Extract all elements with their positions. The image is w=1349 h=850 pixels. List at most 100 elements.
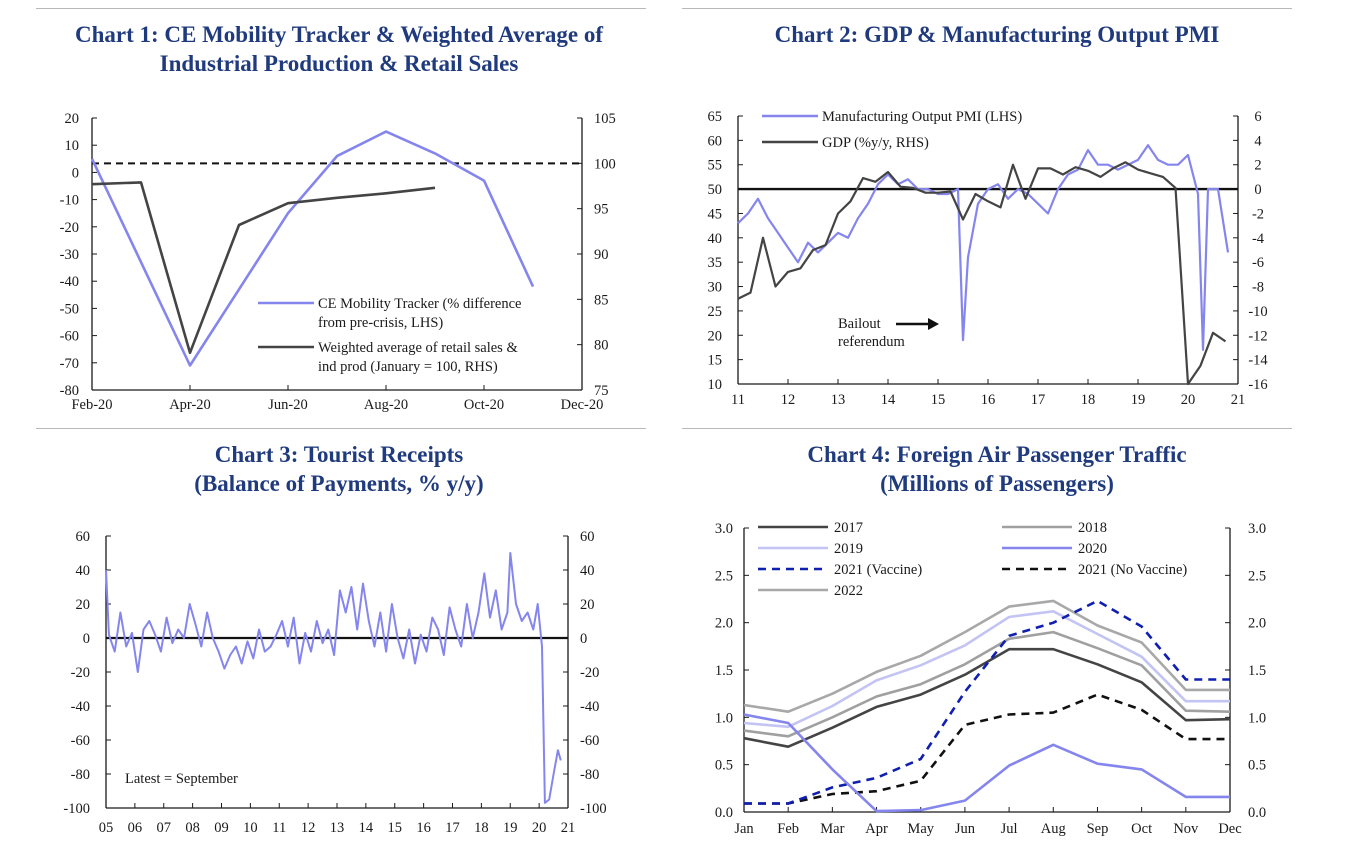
x-tick-label: Dec-20 — [561, 397, 604, 413]
legend-label-2: 2019 — [834, 541, 863, 557]
chart-1-title: Chart 1: CE Mobility Tracker & Weighted … — [24, 20, 654, 78]
chart-4-title-line-1: Chart 4: Foreign Air Passenger Traffic — [807, 442, 1187, 467]
x-tick-label: 09 — [214, 820, 229, 836]
chart-1-title-line-1: Chart 1: CE Mobility Tracker & Weighted … — [74, 22, 604, 47]
chart-2-title: Chart 2: GDP & Manufacturing Output PMI — [682, 20, 1312, 49]
y-right-tick-label: -6 — [1252, 255, 1264, 271]
x-tick-label: 17 — [1031, 392, 1046, 408]
legend-label-0: Manufacturing Output PMI (LHS) — [822, 109, 1022, 125]
chart-3-title-line-1: Chart 3: Tourist Receipts — [214, 442, 464, 467]
y-left-tick-label: 55 — [708, 158, 723, 174]
y-left-tick-label: 65 — [708, 109, 723, 125]
y-left-tick-label: 15 — [708, 353, 723, 369]
x-tick-label: 15 — [931, 392, 946, 408]
y-right-tick-label: 0 — [1254, 182, 1261, 198]
x-tick-label: 05 — [99, 820, 114, 836]
top-rule — [682, 8, 1292, 9]
series-line-0 — [90, 130, 535, 367]
x-tick-label: 14 — [881, 392, 896, 408]
y-left-tick-label: 25 — [708, 304, 723, 320]
y-left-tick-label: -20 — [60, 220, 79, 236]
legend-label-1: ind prod (January = 100, RHS) — [318, 359, 498, 375]
annotation-text: Latest = September — [125, 771, 238, 787]
y-right-tick-label: 100 — [594, 156, 616, 172]
x-tick-label: 11 — [272, 820, 286, 836]
y-right-tick-label: 0 — [580, 631, 587, 647]
legend-label-0: 2017 — [834, 520, 863, 536]
y-right-tick-label: 3.0 — [1248, 521, 1266, 537]
y-right-tick-label: 95 — [594, 202, 609, 218]
x-tick-label: Jul — [1001, 821, 1018, 837]
y-left-tick-label: 50 — [708, 182, 723, 198]
series-line-4 — [744, 599, 1230, 805]
y-right-tick-label: 60 — [580, 529, 595, 545]
x-tick-label: 06 — [128, 820, 143, 836]
chart-3-panel: Chart 3: Tourist Receipts (Balance of Pa… — [24, 428, 654, 848]
y-left-tick-label: 0 — [83, 631, 90, 647]
y-right-tick-label: -4 — [1252, 231, 1265, 247]
y-left-tick-label: -40 — [71, 699, 90, 715]
x-tick-label: 21 — [1231, 392, 1246, 408]
chart-2-panel: Chart 2: GDP & Manufacturing Output PMI … — [682, 8, 1312, 428]
x-tick-label: Nov — [1173, 821, 1199, 837]
x-tick-label: 17 — [445, 820, 460, 836]
y-left-tick-label: -50 — [60, 301, 79, 317]
y-left-tick-label: 2.5 — [715, 568, 733, 584]
y-left-tick-label: -10 — [60, 193, 79, 209]
y-left-tick-label: -40 — [60, 274, 79, 290]
series-line-2 — [743, 610, 1230, 729]
x-tick-label: 20 — [532, 820, 547, 836]
series-line-6 — [743, 599, 1230, 713]
y-right-tick-label: 2.0 — [1248, 616, 1266, 632]
chart-2-svg: 6560555045403530252015106420-2-4-6-8-10-… — [708, 109, 1269, 408]
y-left-tick-label: 0 — [72, 165, 79, 181]
y-left-tick-label: 0.0 — [715, 805, 733, 821]
chart-1-svg: 20100-10-20-30-40-50-60-70-8010510095908… — [60, 111, 616, 413]
x-tick-label: 13 — [330, 820, 345, 836]
series-line-1 — [91, 181, 436, 355]
x-tick-label: 14 — [359, 820, 374, 836]
chart-1-title-line-2: Industrial Production & Retail Sales — [159, 51, 519, 76]
legend-label-1: 2018 — [1078, 520, 1107, 536]
x-tick-label: 13 — [831, 392, 846, 408]
chart-3-title: Chart 3: Tourist Receipts (Balance of Pa… — [24, 440, 654, 498]
y-left-tick-label: 0.5 — [715, 758, 733, 774]
y-right-tick-label: 75 — [594, 383, 609, 399]
y-right-tick-label: 2.5 — [1248, 568, 1266, 584]
y-left-tick-label: 20 — [76, 597, 91, 613]
y-right-tick-label: 2 — [1254, 158, 1261, 174]
y-right-tick-label: 90 — [594, 247, 609, 263]
x-tick-label: 10 — [243, 820, 258, 836]
x-tick-label: Feb-20 — [71, 397, 112, 413]
y-left-tick-label: -80 — [60, 383, 79, 399]
chart-4-title-line-2: (Millions of Passengers) — [880, 471, 1114, 496]
x-tick-label: Aug-20 — [364, 397, 408, 413]
y-right-tick-label: -60 — [580, 733, 599, 749]
y-left-tick-label: 20 — [708, 328, 723, 344]
y-left-tick-label: 40 — [76, 563, 91, 579]
series-line-3 — [743, 713, 1230, 813]
annotation-text: Bailout — [838, 316, 881, 332]
y-left-tick-label: 60 — [708, 133, 723, 149]
legend-label-3: 2020 — [1078, 541, 1107, 557]
y-right-tick-label: -16 — [1248, 377, 1267, 393]
x-tick-label: 11 — [731, 392, 745, 408]
y-left-tick-label: 45 — [708, 206, 723, 222]
legend-label-0: from pre-crisis, LHS) — [318, 315, 443, 331]
x-tick-label: Feb — [777, 821, 799, 837]
series-line-0 — [105, 552, 562, 804]
x-tick-label: Oct-20 — [464, 397, 504, 413]
y-left-tick-label: 40 — [708, 231, 723, 247]
x-tick-label: Apr — [865, 821, 888, 837]
y-right-tick-label: 1.0 — [1248, 710, 1266, 726]
y-right-tick-label: -2 — [1252, 206, 1264, 222]
y-left-tick-label: -60 — [71, 733, 90, 749]
top-rule — [682, 428, 1292, 429]
y-left-tick-label: 60 — [76, 529, 91, 545]
y-right-tick-label: 40 — [580, 563, 595, 579]
y-right-tick-label: -12 — [1248, 328, 1267, 344]
y-right-tick-label: 20 — [580, 597, 595, 613]
y-right-tick-label: 85 — [594, 292, 609, 308]
y-left-tick-label: -60 — [60, 329, 79, 345]
y-left-tick-label: -100 — [63, 801, 90, 817]
